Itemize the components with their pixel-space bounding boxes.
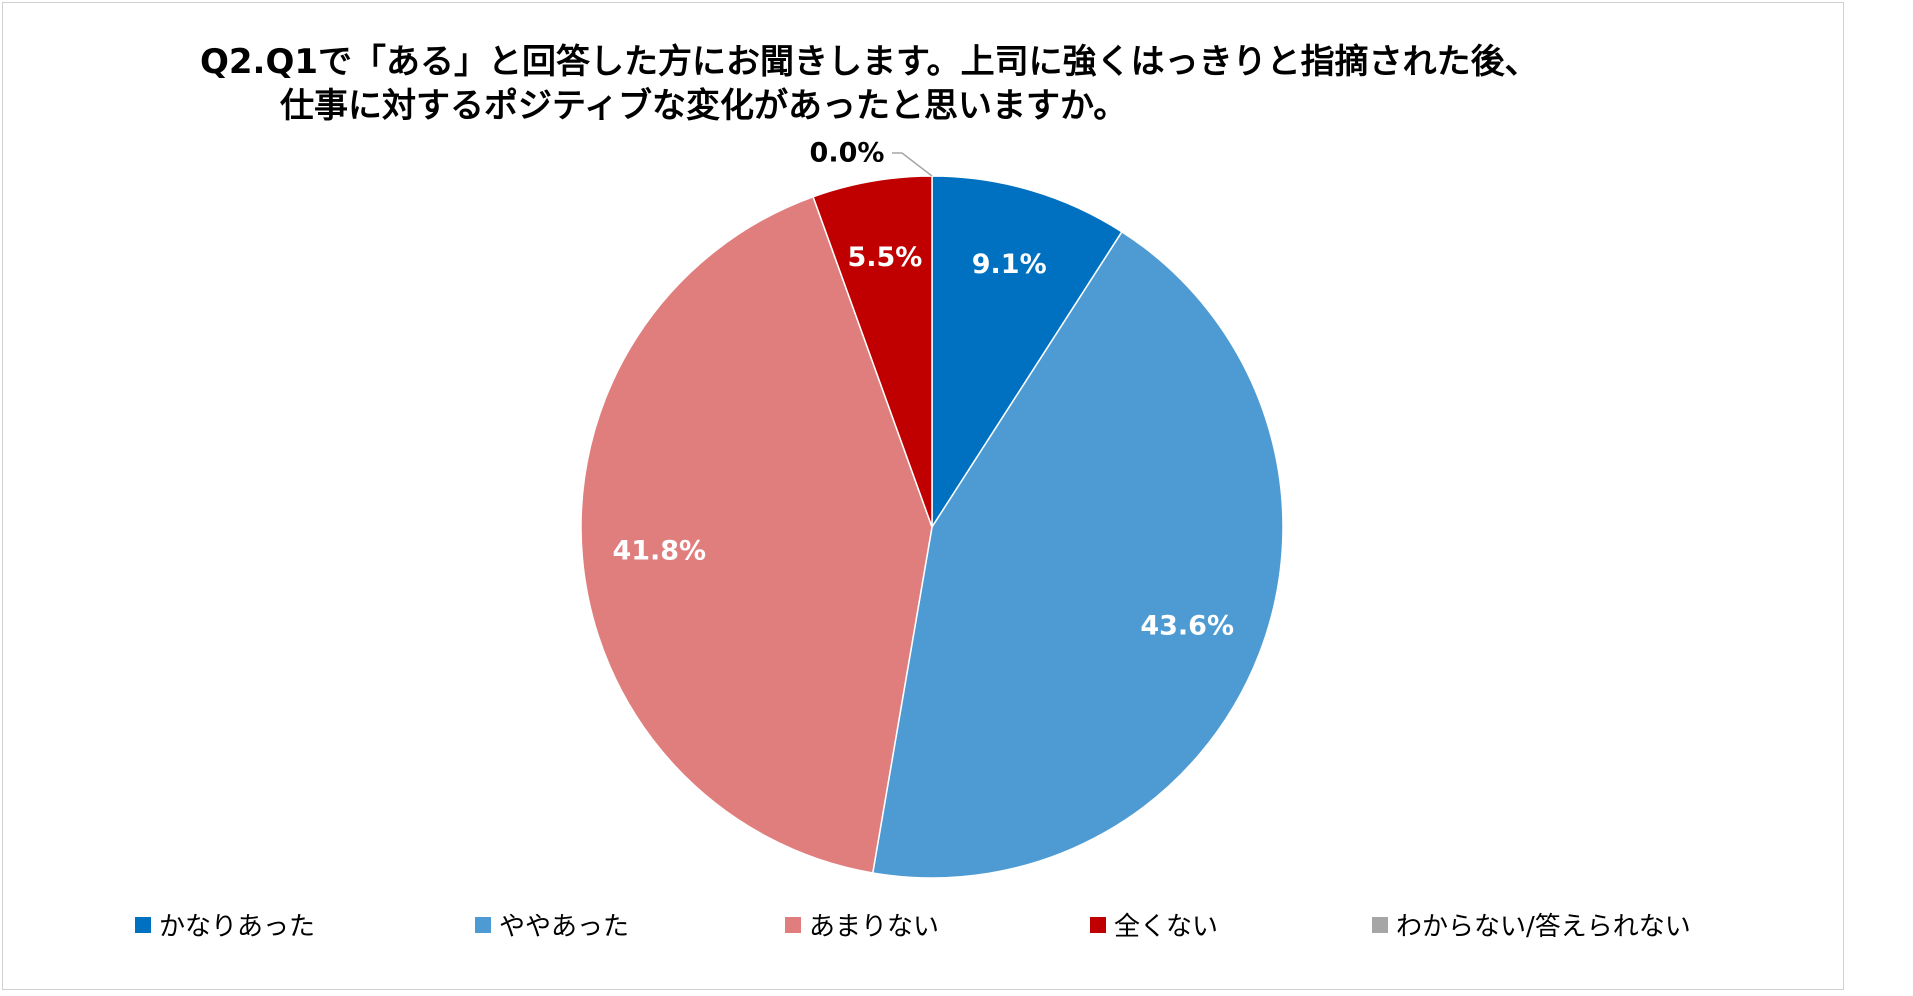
pie-slice-ややあった (871, 230, 1284, 879)
legend-label: あまりない (809, 912, 940, 942)
data-labels: 9.1% 43.6% 41.8% 5.5% 0.0% (612, 138, 1234, 642)
data-label-ややあった: 43.6% (1140, 611, 1234, 642)
data-label-全くない: 5.5% (847, 242, 922, 273)
pie-slice-あまりない (580, 195, 933, 874)
legend-label: ややあった (499, 912, 630, 942)
pie-slices (580, 175, 1284, 879)
legend-item-わからない-答えられない: わからない/答えられない (1372, 906, 1691, 943)
legend-item-全くない: 全くない (1090, 906, 1218, 943)
legend-swatch (1090, 916, 1106, 933)
legend-label: わからない/答えられない (1396, 912, 1691, 942)
legend-label: 全くない (1114, 912, 1219, 942)
chart-title-line-1: Q2.Q1で「ある」と回答した方にお聞きします。上司に強くはっきりと指摘された後… (200, 42, 1539, 82)
data-label-かなりあった: 9.1% (972, 249, 1047, 280)
legend-label: かなりあった (159, 912, 316, 942)
data-label-あまりない: 41.8% (612, 536, 706, 567)
legend-item-あまりない: あまりない (785, 906, 939, 943)
legend-swatch (135, 916, 151, 933)
chart-title-line-2: 仕事に対するポジティブな変化があったと思いますか。 (280, 86, 1128, 126)
legend-item-かなりあった: かなりあった (135, 906, 315, 943)
legend-swatch (475, 916, 491, 933)
legend-swatch (1372, 916, 1388, 933)
leader-lines (892, 152, 933, 177)
data-label-わからない-答えられない: 0.0% (810, 138, 885, 169)
pie-slice-かなりあった (931, 175, 1123, 530)
legend-item-ややあった: ややあった (475, 906, 629, 943)
legend-swatch (785, 916, 801, 933)
leader-line-わからない-答えられない (892, 152, 933, 177)
